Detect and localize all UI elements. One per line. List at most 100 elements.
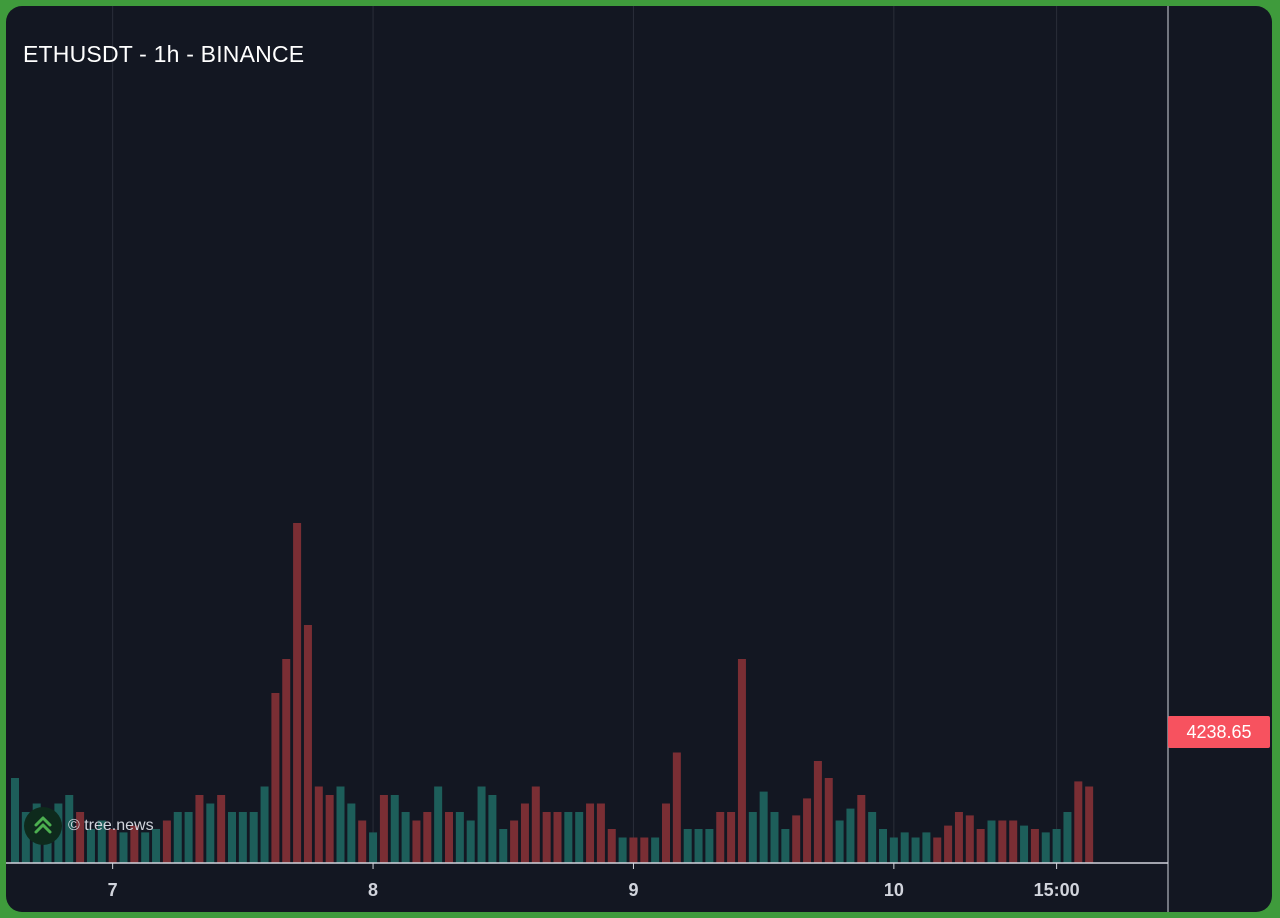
volume-bar <box>575 812 584 863</box>
volume-bar <box>76 812 85 863</box>
chart-title: ETHUSDT - 1h - BINANCE <box>23 41 305 67</box>
volume-bar <box>488 795 497 863</box>
volume-bar <box>596 803 605 863</box>
volume-bar <box>922 832 931 863</box>
volume-bar <box>1020 825 1029 863</box>
volume-bar <box>401 812 410 863</box>
volume-bar <box>65 795 74 863</box>
volume-bar <box>976 829 985 863</box>
volume-bar <box>184 812 193 863</box>
chart-panel: 4755.004410.084558.004265.064393.634232.… <box>6 6 1272 912</box>
volume-bar <box>662 803 670 863</box>
volume-bar <box>173 812 182 863</box>
x-tick-label: 15:00 <box>1034 880 1080 900</box>
volume-bar <box>271 693 280 863</box>
volume-bar <box>499 829 508 863</box>
volume-bar <box>1052 829 1061 863</box>
volume-bar <box>748 812 757 863</box>
volume-bar <box>445 812 453 863</box>
volume-bar <box>857 795 866 863</box>
grid <box>112 6 1058 863</box>
volume-bar <box>531 786 540 863</box>
volume-bar <box>130 825 139 863</box>
volume-bar <box>249 812 258 863</box>
axes: 4900.004800.004700.004600.004500.004400.… <box>6 6 1169 912</box>
tree-news-logo-icon <box>24 807 62 845</box>
volume-bar <box>824 778 833 863</box>
volume-bar <box>206 803 215 863</box>
volume-bar <box>629 837 638 863</box>
volume-bar <box>716 812 725 863</box>
volume-bar <box>97 820 106 863</box>
volume-bar <box>336 786 345 863</box>
volume-bar <box>694 829 703 863</box>
volume-bar <box>347 803 356 863</box>
volume-bar <box>1063 812 1072 863</box>
volume-bar <box>477 786 486 863</box>
volume-bar <box>260 786 269 863</box>
volume-bar <box>141 832 150 863</box>
volume-bar <box>759 791 768 863</box>
volume-bar <box>510 820 519 863</box>
volume-bar <box>737 659 746 863</box>
volume-bar <box>325 795 334 863</box>
volume-bar <box>293 523 302 863</box>
volume-bar <box>369 832 378 863</box>
volume-bar <box>86 829 95 863</box>
volume-bar <box>944 825 953 863</box>
x-tick-label: 9 <box>628 880 638 900</box>
candlestick-chart[interactable]: 4755.004410.084558.004265.064393.634232.… <box>6 6 1272 912</box>
x-tick-label: 7 <box>108 880 118 900</box>
volume-bar <box>933 837 942 863</box>
volume-bar <box>727 812 736 863</box>
volume-bar <box>455 812 464 863</box>
volume-bar <box>911 837 920 863</box>
volume-bar <box>889 837 898 863</box>
last-price-label: 4238.65 <box>1168 716 1270 748</box>
volume-bar <box>303 625 312 863</box>
volume-bar <box>11 778 19 863</box>
volume-bar <box>803 798 812 863</box>
volume-bar <box>792 815 801 863</box>
volume-bar <box>553 812 562 863</box>
volume-bar <box>434 786 443 863</box>
volume-bar <box>228 812 236 863</box>
watermark-text: © tree.news <box>68 817 154 834</box>
volume-bar <box>217 795 226 863</box>
volume-bar <box>618 837 627 863</box>
volume-bar <box>607 829 616 863</box>
volume-bar <box>358 820 367 863</box>
volume-bar <box>640 837 649 863</box>
volume-bar <box>770 812 779 863</box>
volume-bar <box>152 829 161 863</box>
volume-bar <box>813 761 822 863</box>
volume-bar <box>238 812 247 863</box>
volume-bar <box>390 795 399 863</box>
volume-bar <box>781 829 790 863</box>
volume-bar <box>683 829 692 863</box>
volume-bar <box>195 795 204 863</box>
volume-bar <box>542 812 551 863</box>
volume-bar <box>1030 829 1039 863</box>
volume-bar <box>379 795 388 863</box>
volume-bar <box>846 808 855 863</box>
volume-bar <box>705 829 714 863</box>
volume-bar <box>564 812 573 863</box>
volume-bar <box>314 786 323 863</box>
volume-bar <box>868 812 877 863</box>
x-tick-label: 10 <box>884 880 904 900</box>
volume-bar <box>1041 832 1050 863</box>
x-tick-label: 8 <box>368 880 378 900</box>
volume-bar <box>119 832 128 863</box>
volume-bar <box>965 815 974 863</box>
volume-bar <box>108 829 117 863</box>
volume-bars <box>11 523 1094 863</box>
volume-bar <box>651 837 660 863</box>
watermark: © tree.news <box>24 806 154 846</box>
volume-bar <box>1009 820 1018 863</box>
volume-bar <box>987 820 996 863</box>
volume-bar <box>1085 786 1094 863</box>
volume-bar <box>998 820 1007 863</box>
volume-bar <box>835 820 844 863</box>
volume-bar <box>954 812 963 863</box>
